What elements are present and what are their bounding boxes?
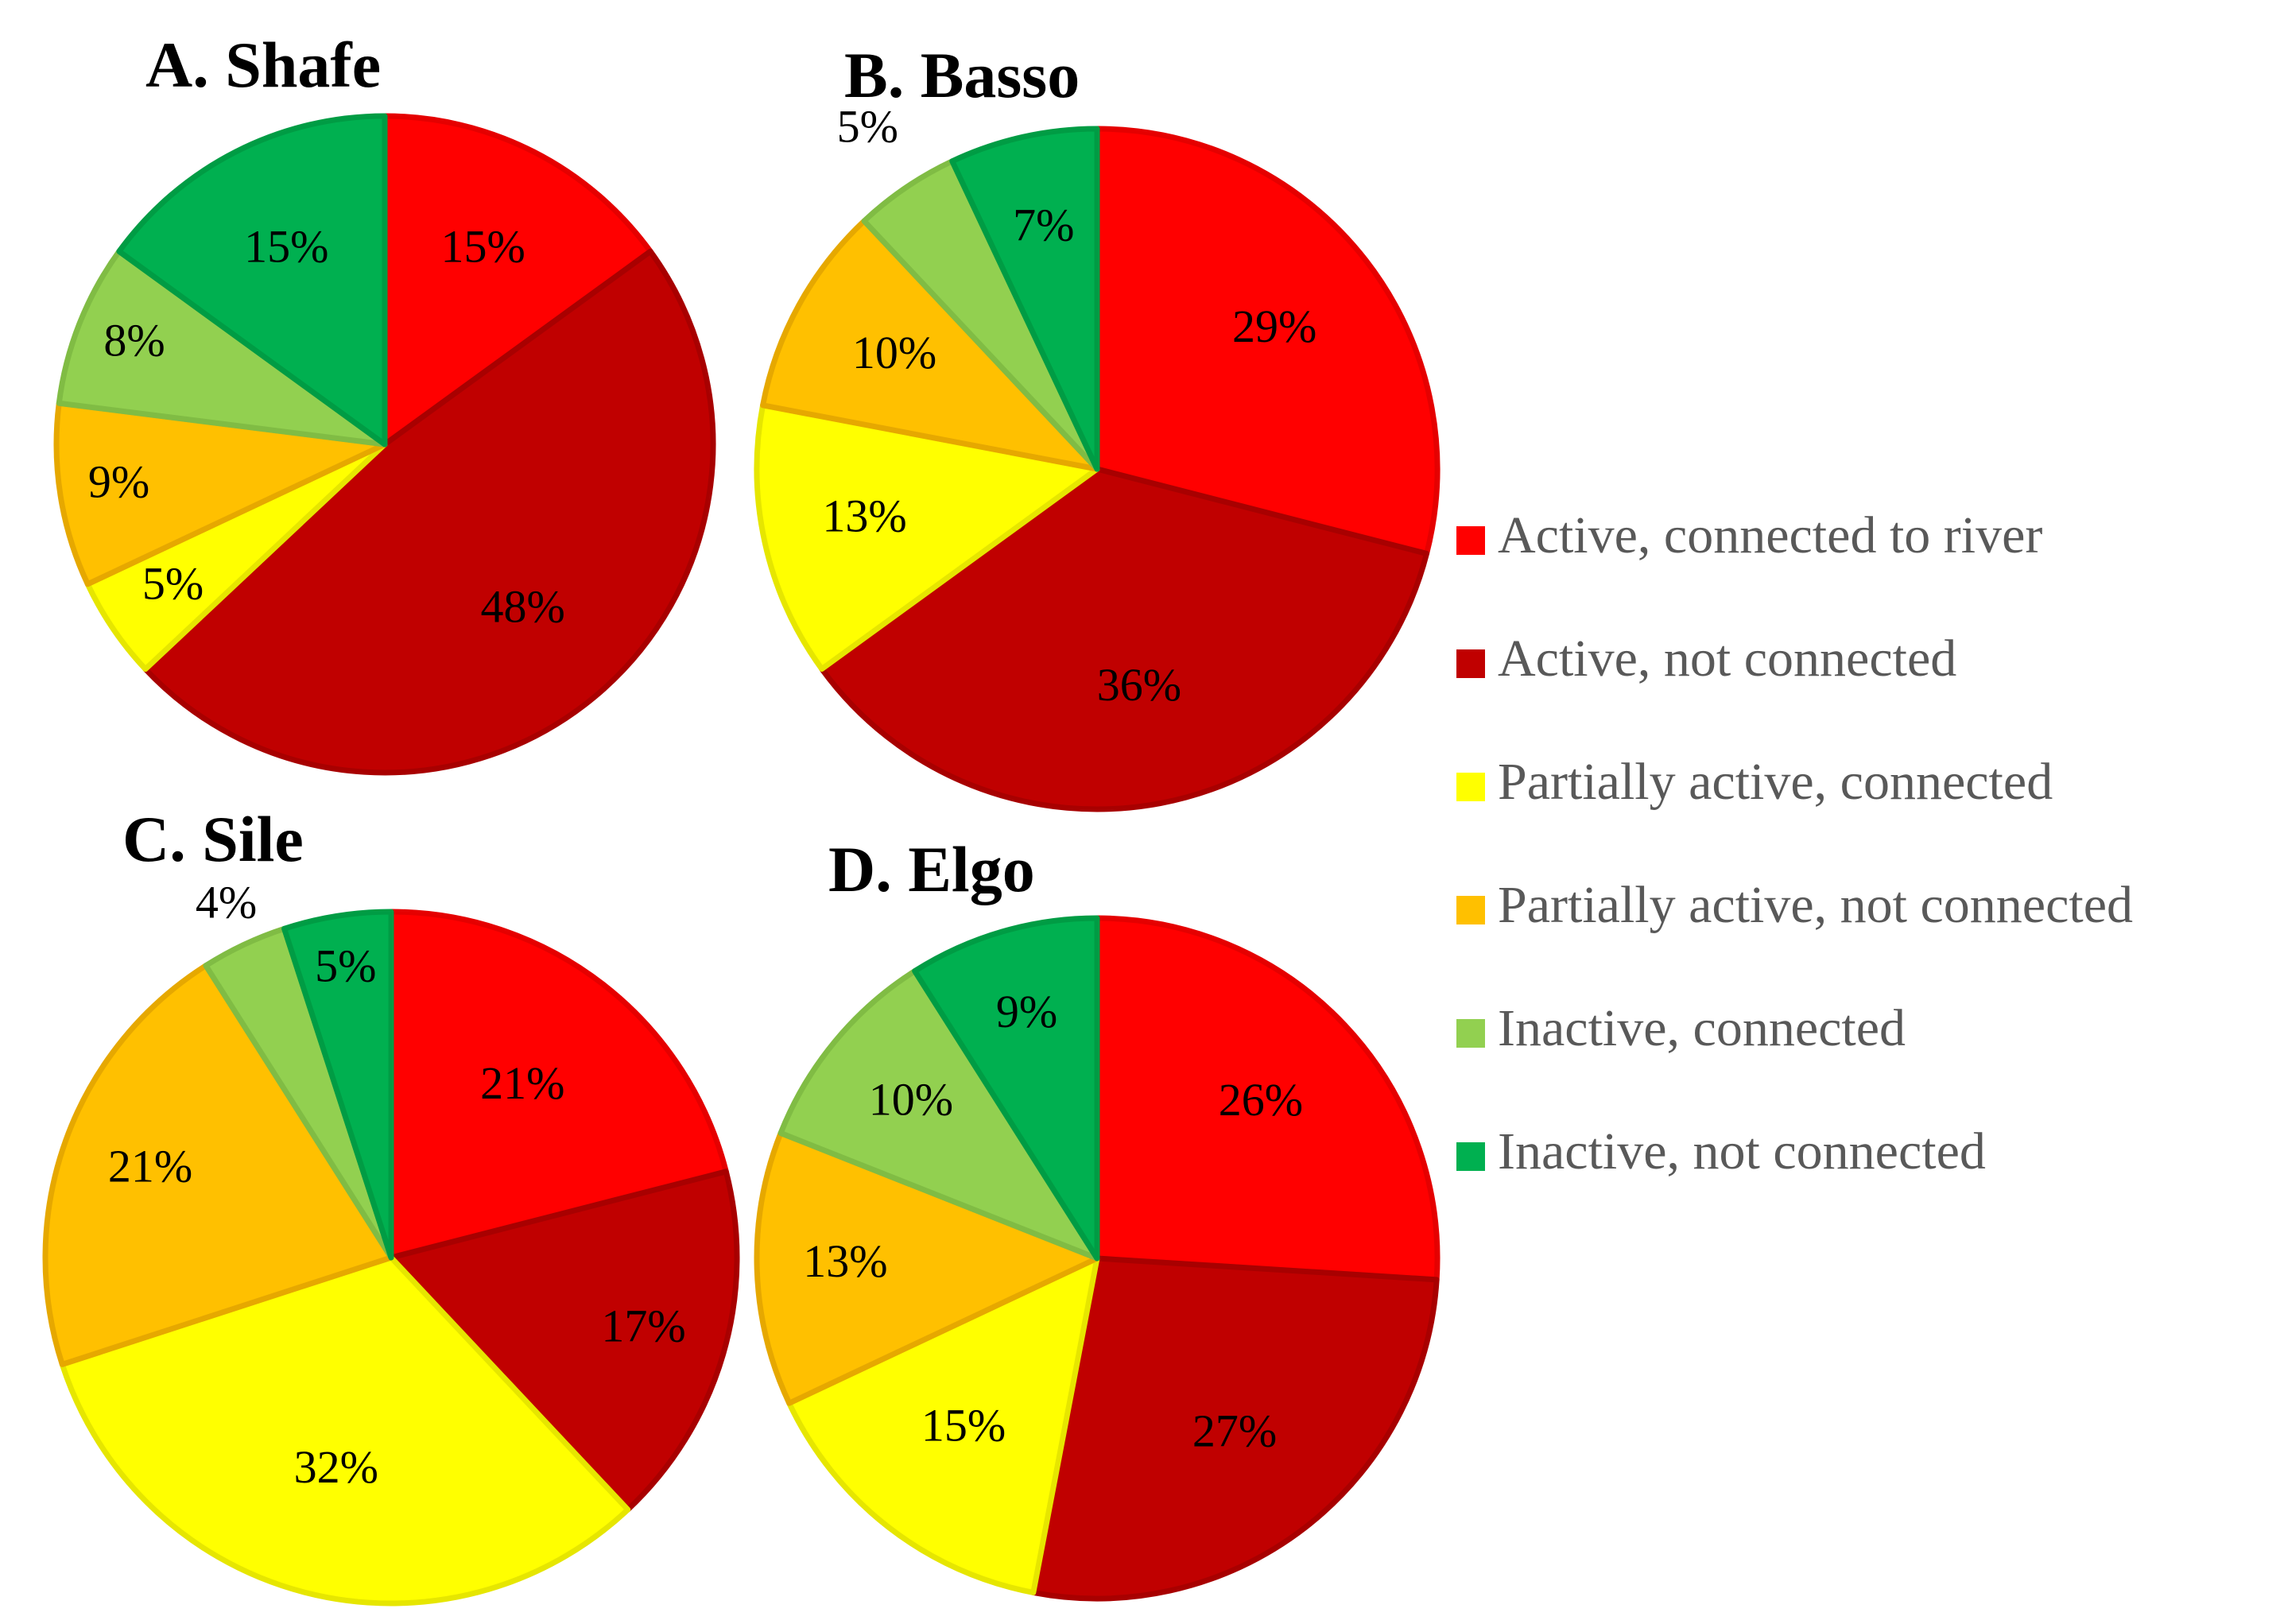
pie-elgo-label-partially-active-not-connected: 13%: [803, 1235, 887, 1287]
legend-label-partially-active-not-connected: Partially active, not connected: [1498, 876, 2133, 934]
pie-elgo-slice-active-not-connected: [1030, 1255, 1440, 1602]
legend-label-partially-active-connected: Partially active, connected: [1498, 753, 2053, 811]
pie-sile-label-inactive-not-connected: 5%: [315, 940, 376, 991]
pie-elgo-label-active-not-connected: 27%: [1192, 1405, 1277, 1457]
panel-title-shafe: A. Shafe: [145, 29, 381, 101]
pie-shafe-label-partially-active-not-connected: 9%: [88, 455, 149, 507]
pie-shafe-slice-active-not-connected: [142, 248, 716, 776]
pie-basso-slice-inactive-not-connected: [949, 126, 1100, 472]
pie-sile-slice-active-not-connected: [388, 1169, 740, 1513]
legend-label-active-connected: Active, connected to river: [1498, 506, 2042, 564]
pie-basso-label-active-not-connected: 36%: [1097, 659, 1181, 711]
pie-shafe-slice-active-connected: [382, 113, 653, 448]
pie-sile-slice-active-connected: [388, 909, 729, 1261]
panel-title-basso: B. Basso: [844, 39, 1080, 111]
pie-basso-slice-partially-active-not-connected: [760, 218, 1100, 472]
legend-swatch-partially-active-connected: [1456, 773, 1485, 801]
pie-basso-label-active-connected: 29%: [1232, 300, 1316, 352]
pie-shafe-slice-partially-active-not-connected: [53, 400, 388, 587]
pie-elgo-slice-inactive-not-connected: [912, 915, 1100, 1262]
legend-swatch-inactive-connected: [1456, 1019, 1485, 1048]
legend-swatch-inactive-not-connected: [1456, 1142, 1485, 1171]
legend-swatch-active-connected: [1456, 526, 1485, 555]
pie-shafe-label-inactive-connected: 8%: [103, 315, 165, 366]
legend-label-inactive-not-connected: Inactive, not connected: [1498, 1122, 1986, 1180]
pie-sile-label-active-not-connected: 17%: [601, 1300, 685, 1352]
pie-elgo-slice-partially-active-connected: [786, 1255, 1100, 1595]
pie-elgo-label-active-connected: 26%: [1219, 1074, 1303, 1126]
pie-sile-label-inactive-connected: 4%: [196, 877, 257, 928]
legend: Active, connected to river Active, not co…: [1456, 506, 2133, 1180]
pie-basso-slice-partially-active-connected: [754, 402, 1100, 672]
pie-basso-label-inactive-connected: 5%: [837, 101, 898, 153]
pie-basso-label-inactive-not-connected: 7%: [1013, 200, 1074, 251]
pie-shafe-slice-inactive-connected: [56, 248, 388, 448]
pie-basso-slice-active-not-connected: [819, 466, 1430, 812]
legend-label-inactive-connected: Inactive, connected: [1498, 999, 1906, 1057]
pie-elgo-label-inactive-connected: 10%: [869, 1074, 953, 1126]
pie-elgo-slice-active-connected: [1094, 915, 1441, 1283]
pie-shafe-label-inactive-not-connected: 15%: [244, 220, 328, 272]
panel-title-elgo: D. Elgo: [828, 833, 1035, 905]
legend-swatch-partially-active-not-connected: [1456, 896, 1485, 924]
pie-sile-slice-inactive-not-connected: [281, 909, 394, 1261]
pie-sile-label-active-connected: 21%: [480, 1057, 564, 1109]
pie-basso: 29% 36% 13% 10% 5% 7%: [754, 101, 1441, 812]
pie-sile: 21% 17% 32% 21% 4% 5%: [42, 877, 740, 1607]
pie-shafe-label-partially-active-connected: 5%: [142, 557, 204, 609]
legend-label-active-not-connected: Active, not connected: [1498, 630, 1956, 688]
pie-sile-label-partially-active-connected: 32%: [294, 1441, 378, 1493]
pie-elgo-label-partially-active-connected: 15%: [921, 1400, 1006, 1452]
pie-sile-slice-partially-active-not-connected: [42, 963, 394, 1367]
pie-shafe-slice-inactive-not-connected: [116, 113, 388, 448]
pie-basso-slice-active-connected: [1094, 126, 1441, 556]
pie-elgo-slice-partially-active-not-connected: [754, 1130, 1100, 1406]
pie-shafe: 15% 48% 5% 9% 8% 15%: [53, 113, 716, 776]
pie-sile-slice-partially-active-connected: [59, 1254, 631, 1607]
pie-elgo: 26% 27% 15% 13% 10% 9%: [754, 915, 1441, 1602]
panel-title-sile: C. Sile: [122, 803, 304, 875]
pie-shafe-label-active-not-connected: 48%: [481, 580, 565, 632]
legend-swatch-active-not-connected: [1456, 649, 1485, 678]
pie-elgo-label-inactive-not-connected: 9%: [996, 986, 1057, 1037]
pie-shafe-label-active-connected: 15%: [441, 220, 525, 272]
pie-elgo-slice-inactive-connected: [777, 968, 1100, 1262]
pie-basso-label-partially-active-not-connected: 10%: [852, 327, 936, 378]
pie-basso-label-partially-active-connected: 13%: [822, 490, 906, 542]
pie-sile-label-partially-active-not-connected: 21%: [108, 1140, 192, 1192]
